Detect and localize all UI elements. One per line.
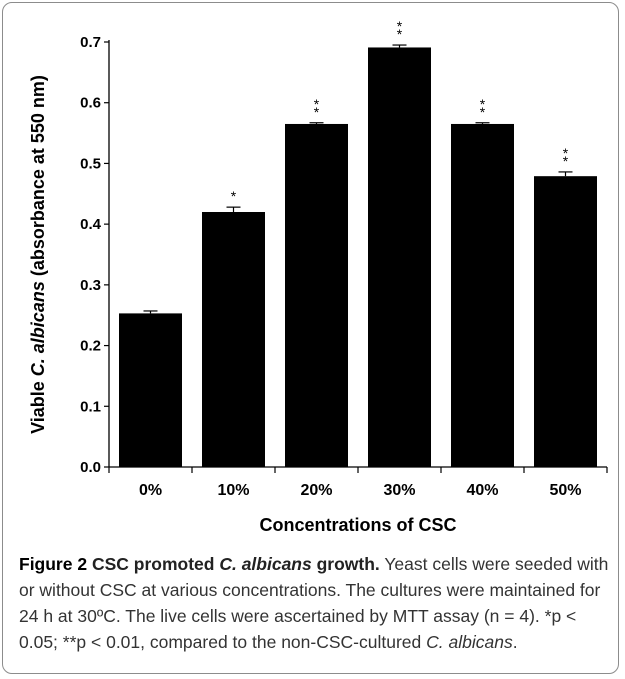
x-axis-label: Concentrations of CSC <box>259 515 456 535</box>
significance-star: * <box>314 104 320 120</box>
significance-star: * <box>480 104 486 120</box>
caption-title-suffix: growth. <box>311 554 380 574</box>
caption-body-end: . <box>512 632 518 652</box>
x-tick-label: 0% <box>139 482 162 499</box>
y-tick-label: 0.5 <box>80 155 101 172</box>
significance-star: * <box>563 153 569 169</box>
bar <box>202 212 265 467</box>
x-tick-label: 50% <box>549 482 581 499</box>
y-tick-label: 0.0 <box>80 459 101 476</box>
y-tick-label: 0.7 <box>80 34 101 51</box>
bar <box>451 123 514 467</box>
significance-mark: ** <box>563 145 569 169</box>
x-tick-label: 40% <box>466 482 498 499</box>
caption-label: Figure 2 <box>19 554 88 574</box>
caption-body: Yeast cells were seeded with or without … <box>19 554 609 652</box>
y-tick-label: 0.3 <box>80 277 101 294</box>
caption-title-italic: C. albicans <box>219 554 312 574</box>
caption-title-prefix: CSC promoted <box>91 554 220 574</box>
significance-mark: ** <box>314 96 320 120</box>
bar <box>534 176 597 467</box>
caption-body-italic: C. albicans <box>426 632 513 652</box>
significance-star: * <box>231 188 237 204</box>
significance-mark: ** <box>480 96 486 120</box>
significance-star: * <box>480 96 486 112</box>
significance-mark: ** <box>397 18 403 42</box>
significance-star: * <box>397 18 403 34</box>
significance-mark: * <box>231 188 237 204</box>
x-tick-label: 30% <box>383 482 415 499</box>
bar <box>285 123 348 467</box>
x-tick-label: 10% <box>217 482 249 499</box>
x-tick-label: 20% <box>300 482 332 499</box>
figure-frame <box>2 2 619 674</box>
bar <box>368 47 431 467</box>
y-tick-label: 0.6 <box>80 95 101 112</box>
y-tick-label: 0.2 <box>80 338 101 355</box>
bar-chart: 0.00.10.20.30.40.50.60.70%*10%**20%**30%… <box>28 18 608 535</box>
bar <box>119 313 182 467</box>
significance-star: * <box>397 26 403 42</box>
figure-caption: Figure 2 CSC promoted C. albicans growth… <box>19 551 609 655</box>
significance-star: * <box>314 96 320 112</box>
y-tick-label: 0.4 <box>80 216 102 233</box>
y-tick-label: 0.1 <box>80 398 101 415</box>
significance-star: * <box>563 145 569 161</box>
y-axis-label: Viable C. albicans (absorbance at 550 nm… <box>28 75 48 434</box>
